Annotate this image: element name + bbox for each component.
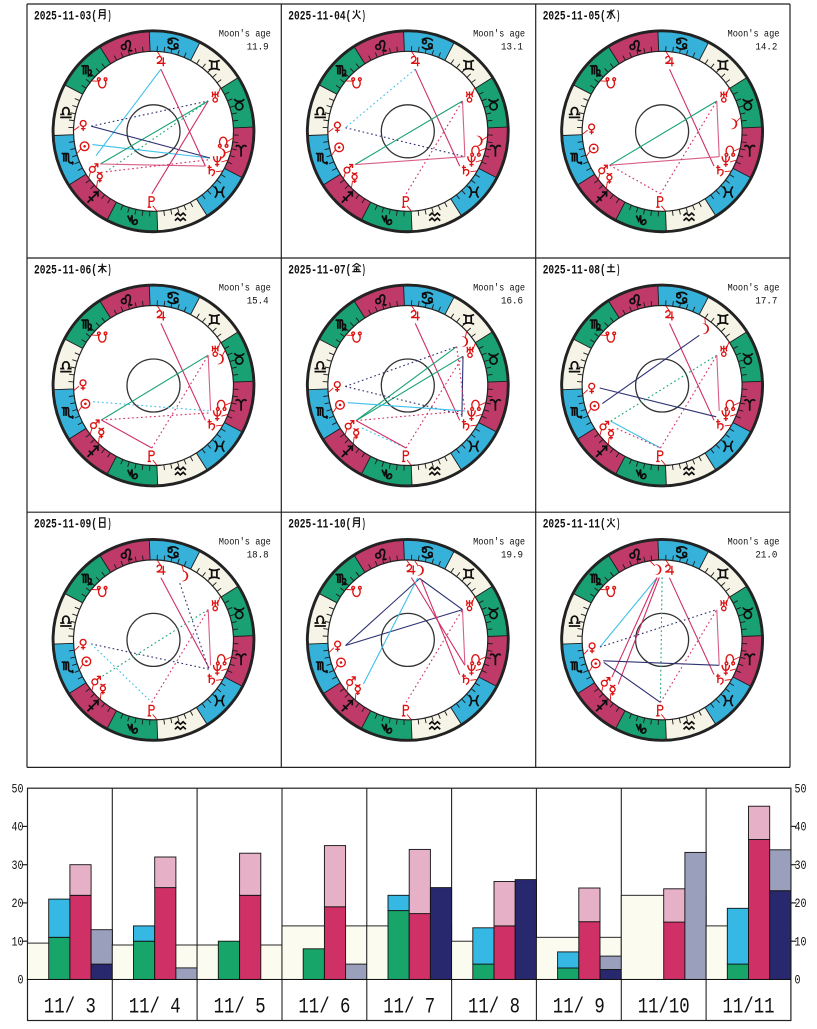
svg-text:2025-11-11(: 2025-11-11( <box>543 517 606 532</box>
svg-text:11/ 8: 11/ 8 <box>468 995 520 1020</box>
svg-text:Moon's age: Moon's age <box>473 29 525 41</box>
svg-text:20: 20 <box>12 896 24 911</box>
svg-text:50: 50 <box>12 781 24 796</box>
svg-text:20: 20 <box>795 896 807 911</box>
svg-text:13.1: 13.1 <box>501 43 523 54</box>
svg-text:0: 0 <box>18 973 24 988</box>
svg-text:11/ 7: 11/ 7 <box>383 995 435 1020</box>
svg-text:11/ 9: 11/ 9 <box>553 995 605 1020</box>
svg-text:11/10: 11/10 <box>638 995 690 1020</box>
svg-text:11/ 4: 11/ 4 <box>129 995 181 1020</box>
svg-text:17.7: 17.7 <box>755 297 777 308</box>
svg-text:2025-11-05(: 2025-11-05( <box>543 9 606 24</box>
svg-text:): ) <box>616 263 620 278</box>
svg-text:16.6: 16.6 <box>501 297 523 308</box>
svg-text:19.9: 19.9 <box>501 551 523 562</box>
svg-text:): ) <box>616 9 620 24</box>
svg-text:): ) <box>616 517 620 532</box>
svg-text:): ) <box>362 9 366 24</box>
svg-text:): ) <box>362 517 366 532</box>
svg-text:Moon's age: Moon's age <box>473 537 525 549</box>
svg-text:2025-11-09(: 2025-11-09( <box>34 517 97 532</box>
svg-text:10: 10 <box>12 934 24 949</box>
svg-text:2025-11-06(: 2025-11-06( <box>34 263 97 278</box>
svg-text:18.8: 18.8 <box>247 551 269 562</box>
svg-text:30: 30 <box>795 858 807 873</box>
svg-text:2025-11-03(: 2025-11-03( <box>34 9 97 24</box>
svg-text:10: 10 <box>795 934 807 949</box>
svg-text:30: 30 <box>12 858 24 873</box>
svg-text:11/ 6: 11/ 6 <box>298 995 350 1020</box>
svg-text:2025-11-10(: 2025-11-10( <box>288 517 351 532</box>
svg-text:): ) <box>108 9 112 24</box>
svg-text:): ) <box>108 263 112 278</box>
svg-text:40: 40 <box>795 820 807 835</box>
svg-text:2025-11-08(: 2025-11-08( <box>543 263 606 278</box>
svg-text:50: 50 <box>795 781 807 796</box>
svg-text:Moon's age: Moon's age <box>728 283 780 295</box>
svg-text:40: 40 <box>12 820 24 835</box>
svg-text:11/11: 11/11 <box>723 995 775 1020</box>
svg-text:14.2: 14.2 <box>755 43 777 54</box>
svg-text:): ) <box>108 517 112 532</box>
svg-text:2025-11-04(: 2025-11-04( <box>288 9 351 24</box>
svg-text:Moon's age: Moon's age <box>219 29 271 41</box>
svg-text:15.4: 15.4 <box>247 297 269 308</box>
svg-text:Moon's age: Moon's age <box>728 29 780 41</box>
svg-text:Moon's age: Moon's age <box>473 283 525 295</box>
svg-text:): ) <box>362 263 366 278</box>
svg-text:Moon's age: Moon's age <box>219 283 271 295</box>
svg-text:0: 0 <box>795 973 801 988</box>
svg-text:Moon's age: Moon's age <box>219 537 271 549</box>
svg-text:21.0: 21.0 <box>755 551 777 562</box>
svg-text:11/ 5: 11/ 5 <box>214 995 266 1020</box>
svg-text:Moon's age: Moon's age <box>728 537 780 549</box>
svg-text:11/ 3: 11/ 3 <box>44 995 96 1020</box>
svg-text:11.9: 11.9 <box>247 43 269 54</box>
svg-text:2025-11-07(: 2025-11-07( <box>288 263 351 278</box>
